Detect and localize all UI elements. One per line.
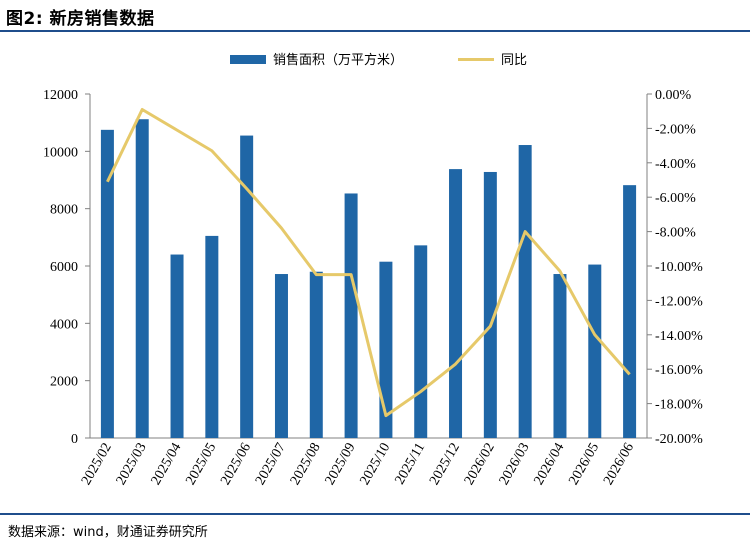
source-note: 数据来源：wind，财通证券研究所 [8,525,208,540]
x-tick-label: 2026/06 [601,441,637,488]
x-tick-label: 2026/03 [497,441,533,488]
bar [588,264,602,438]
bar [309,271,323,438]
bar [135,119,149,438]
right-tick-label: -10.00% [655,260,703,275]
x-tick-label: 2025/12 [427,441,463,488]
right-tick-label: 0.00% [655,88,692,103]
bar [274,274,288,438]
combo-chart: 0 2000 4000 6000 8000 10000 12000 -20.00% -18.00… [43,52,703,488]
right-tick-label: -8.00% [655,226,696,241]
bar [170,254,184,438]
right-tick-label: -4.00% [655,157,696,172]
legend-bar-label: 销售面积（万平方米） [273,52,403,68]
right-tick-label: -6.00% [655,191,696,206]
x-tick-label: 2025/03 [114,441,150,488]
bar [379,261,393,438]
x-tick-label: 2025/10 [357,441,393,488]
bottom-rule [0,513,750,515]
figure-title: 图2: 新房销售数据 [6,9,155,29]
line-series [106,107,631,418]
x-tick-label: 2025/09 [323,441,359,488]
bar [414,245,428,438]
left-tick-label: 2000 [50,375,78,390]
left-tick-label: 8000 [50,203,78,218]
left-tick-label: 0 [71,432,78,447]
left-tick-label: 12000 [43,88,78,103]
bar [240,135,254,439]
right-tick-label: -18.00% [655,398,703,413]
bar [553,274,567,438]
x-tick-label: 2025/02 [79,441,115,488]
left-tick-label: 6000 [50,260,78,275]
bar [449,169,463,438]
left-tick-label: 10000 [43,145,78,160]
x-tick-label: 2025/04 [149,441,185,488]
bar [205,235,219,438]
bar [100,129,114,439]
x-tick-label: 2025/11 [393,441,429,488]
x-tick-label: 2025/05 [183,441,219,488]
legend-bar-swatch [230,55,266,64]
right-tick-label: -20.00% [655,432,703,447]
bar [518,145,532,438]
right-tick-label: -2.00% [655,122,696,137]
bar [344,193,358,438]
x-tick-label: 2025/08 [288,441,324,488]
right-tick-label: -16.00% [655,363,703,378]
x-tick-label: 2025/07 [253,441,289,488]
left-tick-label: 4000 [50,317,78,332]
legend-line-label: 同比 [501,53,527,68]
x-tick-label: 2026/02 [462,441,498,488]
x-tick-label: 2025/06 [218,441,254,488]
right-tick-label: -12.00% [655,294,703,309]
x-tick-label: 2026/05 [566,441,602,488]
bar [623,185,637,438]
bar [483,171,497,438]
x-tick-label: 2026/04 [531,441,567,488]
right-tick-label: -14.00% [655,329,703,344]
top-rule [0,30,750,32]
